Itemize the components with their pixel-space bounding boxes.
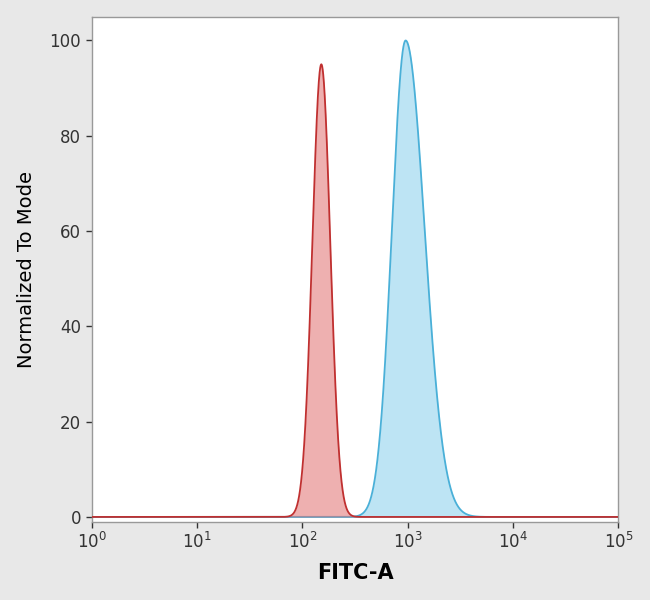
X-axis label: FITC-A: FITC-A [317,563,393,583]
Y-axis label: Normalized To Mode: Normalized To Mode [17,170,36,368]
